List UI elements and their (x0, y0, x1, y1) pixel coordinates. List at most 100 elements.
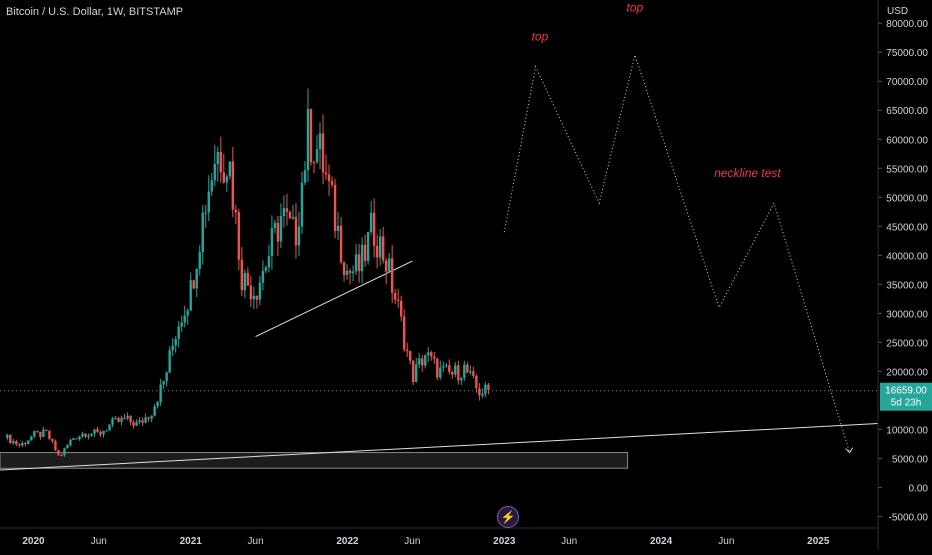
candle-body (75, 438, 78, 440)
candle-body (63, 448, 66, 456)
candle-body (375, 245, 379, 258)
candle-body (312, 162, 316, 164)
candle-body (54, 441, 57, 451)
candle-body (463, 364, 466, 378)
candle-body (15, 441, 18, 445)
time-tick-label: 2025 (807, 536, 830, 547)
time-tick-label: Jun (561, 536, 577, 547)
candle-body (481, 393, 484, 396)
candle-body (129, 415, 132, 423)
symbol-title[interactable]: Bitcoin / U.S. Dollar, 1W, BITSTAMP (6, 6, 184, 18)
time-tick-label: Jun (718, 536, 734, 547)
candle-body (339, 225, 343, 263)
candle-body (171, 345, 174, 351)
candle-body (12, 441, 15, 444)
time-tick-label: 2024 (650, 536, 673, 547)
support-zone (0, 452, 629, 469)
candle-body (409, 350, 412, 361)
candle-body (372, 212, 376, 246)
price-scale-bg (878, 0, 932, 550)
candle-body (454, 365, 457, 375)
candle-body (45, 429, 48, 431)
candle-body (430, 352, 433, 357)
candle-body (87, 435, 90, 437)
candle-body (30, 436, 33, 441)
candle-body (147, 417, 150, 419)
candle-body (294, 216, 298, 246)
candle-body (33, 431, 36, 437)
candle-body (228, 161, 232, 177)
price-tick-label: 75000.00 (886, 48, 928, 59)
candle-body (333, 184, 337, 231)
candle-body (255, 295, 259, 300)
candle-body (357, 254, 361, 272)
projection-arrowhead (845, 447, 854, 454)
candle-body (273, 222, 277, 229)
candle-body (69, 439, 72, 446)
candle-body (469, 371, 472, 373)
candle-body (421, 358, 424, 366)
candle-body (457, 365, 460, 381)
candle-body (285, 208, 289, 212)
candle-body (72, 438, 75, 440)
candle-body (249, 285, 253, 300)
candle-body (234, 209, 238, 213)
candle-body (111, 418, 114, 425)
candle-body (351, 271, 355, 274)
candle-body (342, 262, 346, 275)
candle-body (403, 316, 406, 350)
candle-body (369, 212, 373, 232)
trendline-long-term-support (0, 423, 879, 471)
price-tick-label: 25000.00 (886, 338, 928, 349)
candle-body (36, 431, 39, 433)
candle-body (231, 161, 235, 210)
candle-body (279, 216, 283, 242)
candle-body (487, 384, 490, 390)
candle-body (183, 315, 186, 323)
candle-body (24, 443, 27, 445)
price-tick-label: 0.00 (909, 483, 929, 494)
candle-body (258, 282, 262, 300)
candle-body (478, 388, 481, 396)
candle-body (424, 355, 427, 366)
candle-body (406, 349, 409, 351)
candle-body (303, 170, 307, 183)
price-tick-label: 35000.00 (886, 280, 928, 291)
candle-body (177, 326, 180, 340)
candle-body (141, 420, 144, 423)
candle-body (264, 267, 268, 271)
candle-body (261, 270, 265, 283)
candle-body (448, 365, 451, 372)
candle-body (345, 270, 349, 275)
candle-body (195, 268, 198, 289)
candle-body (156, 402, 159, 407)
candle-body (6, 434, 9, 439)
price-tick-label: 20000.00 (886, 367, 928, 378)
candle-body (445, 365, 448, 367)
price-tick-label: 55000.00 (886, 164, 928, 175)
lightning-icon[interactable]: ⚡ (497, 506, 519, 528)
candle-body (66, 445, 69, 449)
candle-body (90, 433, 93, 436)
candle-body (427, 352, 430, 356)
candle-body (354, 254, 358, 272)
candle-body (378, 236, 382, 258)
candle-body (114, 418, 117, 420)
candle-body (213, 164, 216, 181)
candle-body (192, 280, 195, 289)
projection-path (503, 53, 851, 453)
candle-body (159, 384, 162, 403)
candle-body (132, 422, 135, 426)
currency-label: USD (887, 6, 908, 17)
candle-body (282, 208, 286, 217)
candle-body (126, 415, 129, 419)
candle-body (360, 244, 364, 272)
candle-body (153, 406, 156, 416)
candle-body (48, 430, 51, 439)
time-tick-label: 2022 (336, 536, 359, 547)
candle-body (412, 360, 415, 382)
candle-body (9, 434, 12, 444)
candle-body (321, 133, 325, 173)
